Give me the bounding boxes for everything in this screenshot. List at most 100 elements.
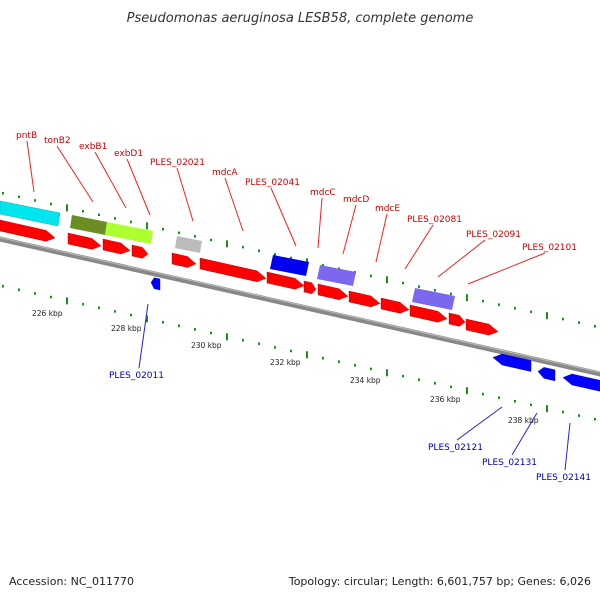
label-exbD1: exbD1 bbox=[114, 149, 143, 159]
forward-gene-arrow bbox=[465, 318, 499, 336]
outer-ring-tick bbox=[210, 238, 212, 242]
inner-ring-tick bbox=[98, 306, 100, 310]
inner-ring-tick bbox=[178, 324, 180, 328]
inner-ring-tick bbox=[2, 285, 4, 288]
label-exbB1: exbB1 bbox=[79, 142, 107, 152]
inner-ring-tick bbox=[130, 313, 132, 317]
forward-strand-genes bbox=[0, 219, 499, 336]
inner-ring-tick bbox=[450, 385, 452, 389]
inner-ring-tick bbox=[258, 342, 260, 345]
inner-ring-tick bbox=[546, 405, 548, 413]
outer-ring-tick bbox=[242, 245, 244, 249]
accession-text: Accession: NC_011770 bbox=[9, 575, 134, 588]
label-PLES_02141: PLES_02141 bbox=[536, 473, 591, 483]
reverse-gene-arrow bbox=[492, 353, 532, 372]
bottom-feature-labels: PLES_02011 PLES_02121 PLES_02131 PLES_02… bbox=[109, 371, 591, 483]
outer-ring-tick bbox=[546, 312, 548, 320]
label-mdcE: mdcE bbox=[375, 204, 400, 214]
genome-summary-text: Topology: circular; Length: 6,601,757 bp… bbox=[288, 575, 591, 588]
outer-ring-tick bbox=[178, 231, 180, 235]
label-mdcD: mdcD bbox=[343, 195, 369, 205]
scale-label-234: 234 kbp bbox=[350, 376, 381, 385]
label-PLES_02091: PLES_02091 bbox=[466, 230, 521, 240]
inner-ring-tick bbox=[274, 346, 276, 349]
inner-ring-tick bbox=[194, 328, 196, 331]
inner-ring-tick bbox=[66, 297, 68, 305]
reverse-gene-arrow bbox=[150, 277, 161, 291]
genome-backbone bbox=[0, 236, 600, 377]
forward-gene-arrow bbox=[448, 312, 466, 327]
label-PLES_02121: PLES_02121 bbox=[428, 443, 483, 453]
inner-dotted-ring bbox=[2, 285, 596, 421]
reverse-gene-arrow bbox=[562, 373, 600, 392]
outer-ring-tick bbox=[34, 199, 36, 202]
outer-ring-tick bbox=[146, 222, 148, 230]
forward-gene-arrow bbox=[67, 232, 102, 250]
forward-gene-arrow bbox=[348, 290, 381, 308]
label-pntB: pntB bbox=[16, 131, 37, 141]
top-feature-labels: pntB tonB2 exbB1 exbD1 PLES_02021 mdcA P… bbox=[16, 131, 577, 253]
outer-ring-tick bbox=[370, 274, 372, 278]
label-PLES_02041: PLES_02041 bbox=[245, 178, 300, 188]
feature-tonB2 bbox=[70, 215, 107, 235]
label-PLES_02081: PLES_02081 bbox=[407, 215, 462, 225]
inner-ring-tick bbox=[418, 378, 420, 381]
inner-ring-tick bbox=[162, 320, 164, 324]
label-PLES_02011: PLES_02011 bbox=[109, 371, 164, 381]
outer-ring-tick bbox=[402, 281, 404, 285]
reverse-strand-genes bbox=[150, 277, 600, 392]
inner-ring-tick bbox=[370, 367, 372, 371]
forward-gene-arrow bbox=[266, 271, 305, 290]
forward-gene-arrow bbox=[199, 257, 267, 283]
inner-ring-tick bbox=[242, 338, 244, 342]
outer-ring-tick bbox=[466, 294, 468, 302]
inner-ring-tick bbox=[146, 315, 148, 323]
inner-ring-tick bbox=[34, 292, 36, 295]
label-PLES_02101: PLES_02101 bbox=[522, 243, 577, 253]
forward-gene-arrow bbox=[380, 297, 410, 314]
outer-ring-tick bbox=[322, 263, 324, 267]
outer-ring-tick bbox=[482, 299, 484, 303]
outer-ring-tick bbox=[578, 321, 580, 324]
label-mdcA: mdcA bbox=[212, 168, 238, 178]
label-tonB2: tonB2 bbox=[44, 136, 71, 146]
forward-gene-arrow bbox=[131, 244, 149, 259]
inner-ring-tick bbox=[290, 349, 292, 353]
outer-ring-tick bbox=[130, 220, 132, 224]
scale-label-232: 232 kbp bbox=[270, 358, 301, 367]
label-PLES_02131: PLES_02131 bbox=[482, 458, 537, 468]
scale-label-238: 238 kbp bbox=[508, 416, 539, 425]
inner-ring-tick bbox=[466, 387, 468, 395]
outer-ring-tick bbox=[82, 209, 84, 213]
scale-label-230: 230 kbp bbox=[191, 341, 222, 350]
inner-ring-tick bbox=[226, 333, 228, 341]
inner-ring-tick bbox=[482, 392, 484, 396]
inner-ring-tick bbox=[594, 417, 596, 421]
genome-backbone-highlight bbox=[0, 237, 600, 373]
inner-ring-tick bbox=[338, 360, 340, 363]
outer-ring-tick bbox=[514, 306, 516, 310]
scale-label-228: 228 kbp bbox=[111, 324, 142, 333]
reverse-gene-arrow bbox=[537, 367, 556, 382]
scale-label-226: 226 kbp bbox=[32, 309, 63, 318]
inner-ring-tick bbox=[210, 331, 212, 335]
forward-gene-arrow bbox=[0, 219, 56, 242]
outer-ring-tick bbox=[98, 213, 100, 217]
outer-ring-tick bbox=[274, 253, 276, 256]
forward-gene-arrow bbox=[102, 238, 131, 255]
feature-pntB bbox=[0, 200, 61, 227]
inner-ring-tick bbox=[514, 399, 516, 403]
outer-ring-tick bbox=[386, 276, 388, 284]
inner-ring-tick bbox=[434, 382, 436, 385]
outer-ring-tick bbox=[418, 285, 420, 288]
outer-ring-tick bbox=[258, 249, 260, 252]
inner-ring-tick bbox=[114, 310, 116, 313]
forward-gene-arrow bbox=[303, 280, 317, 294]
inner-ring-tick bbox=[322, 356, 324, 360]
forward-gene-arrow bbox=[409, 304, 448, 323]
outer-ring-tick bbox=[18, 195, 20, 199]
forward-gene-arrow bbox=[317, 283, 349, 300]
outer-ring-tick bbox=[194, 235, 196, 238]
inner-ring-tick bbox=[402, 374, 404, 378]
